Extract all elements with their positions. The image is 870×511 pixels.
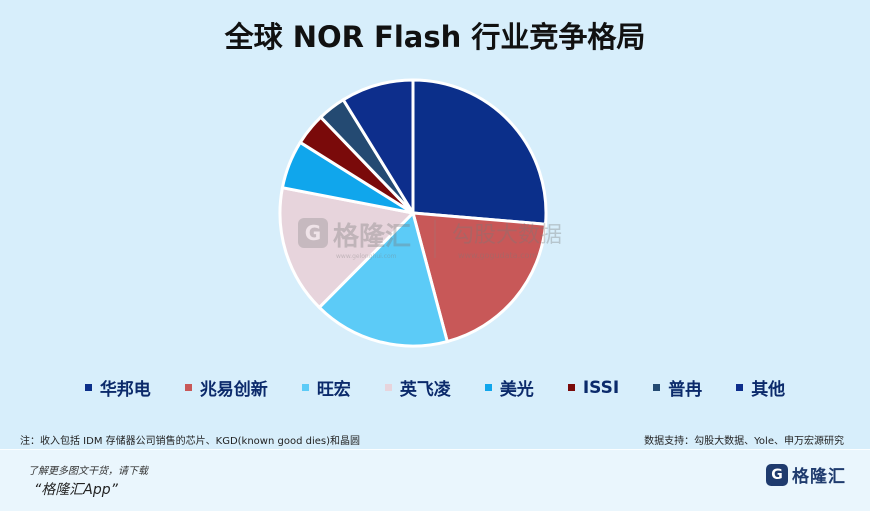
pie-slice-3 [278, 185, 417, 310]
legend-swatch [567, 384, 575, 391]
legend-item-1: 兆易创新 [184, 375, 268, 400]
legend-label: 英飞凌 [399, 380, 451, 400]
footer [0, 450, 870, 511]
watermark-partner-url: www.gogudata.com [458, 251, 537, 260]
legend-swatch [301, 384, 309, 391]
legend-swatch [384, 384, 392, 391]
watermark: G 格隆汇 www.gelonghui.com 勾股大数据 www.goguda… [298, 218, 562, 260]
logo-icon: G [766, 463, 788, 486]
data-source: 数据支持：勾股大数据、Yole、申万宏源研究 [644, 436, 844, 447]
legend-label: 旺宏 [316, 380, 351, 400]
legend-swatch [184, 384, 192, 391]
divider [0, 449, 870, 450]
legend-item-7: 其他 [736, 375, 785, 400]
legend-item-4: 美光 [484, 375, 534, 400]
pie-slice-2 [317, 210, 450, 348]
legend-label: 华邦电 [99, 380, 151, 400]
watermark-logo-mark-letter: G [305, 221, 321, 245]
watermark-brand-url: www.gelonghui.com [336, 253, 397, 260]
legend-label: 美光 [499, 380, 534, 400]
pie-slice-0 [411, 78, 548, 226]
pie-slices [278, 78, 548, 348]
legend-item-6: 普冉 [653, 375, 702, 400]
chart-legend: 华邦电 兆易创新 旺宏 英飞凌 美光 ISSI 普冉 其他 [0, 375, 870, 400]
legend-item-3: 英飞凌 [384, 375, 451, 400]
pie-slice-1 [411, 211, 548, 344]
watermark-brand: 格隆汇 [333, 221, 411, 252]
pie-slice-7 [341, 78, 415, 219]
legend-swatch [653, 384, 661, 391]
footer-logo: G 格隆汇 [766, 462, 846, 487]
legend-swatch [736, 384, 744, 391]
legend-label: 其他 [751, 380, 786, 400]
legend-swatch [84, 384, 92, 391]
legend-label: 普冉 [668, 380, 703, 400]
legend-label: 兆易创新 [199, 380, 268, 400]
logo-text: 格隆汇 [792, 467, 846, 487]
legend-item-2: 旺宏 [301, 375, 351, 400]
watermark-logo-mark [298, 218, 328, 248]
pie-chart: G 格隆汇 www.gelonghui.com 勾股大数据 www.goguda… [278, 78, 562, 348]
footnote: 注：收入包括 IDM 存储器公司销售的芯片、KGD(known good die… [20, 436, 360, 447]
footer-download-prompt: 了解更多图文干货，请下载 [28, 466, 148, 477]
chart-title: 全球 NOR Flash 行业竞争格局 [224, 20, 646, 54]
legend-item-5: ISSI [567, 375, 620, 400]
watermark-partner: 勾股大数据 [452, 223, 562, 248]
footer-app-name: “格隆汇App” [34, 482, 118, 498]
legend-swatch [484, 384, 492, 391]
legend-label: ISSI [582, 377, 620, 398]
legend-item-0: 华邦电 [84, 375, 151, 400]
